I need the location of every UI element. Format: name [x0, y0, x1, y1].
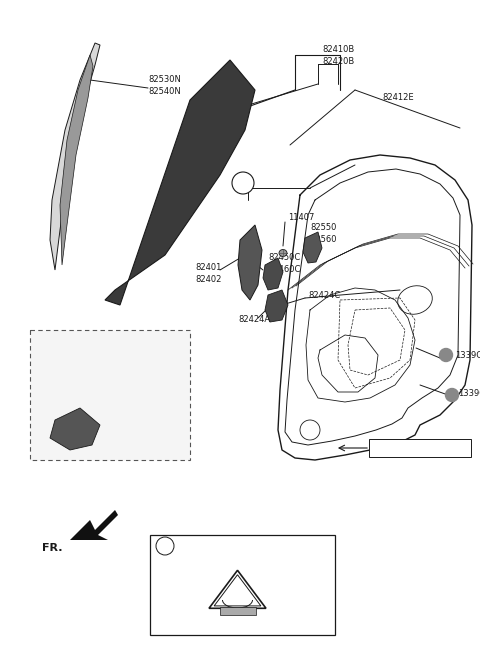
Polygon shape: [105, 60, 255, 305]
Polygon shape: [50, 408, 100, 450]
Circle shape: [445, 388, 458, 401]
Text: 11407: 11407: [288, 214, 314, 223]
Text: 1339CC: 1339CC: [455, 350, 480, 359]
Circle shape: [232, 172, 254, 194]
Text: REF.60-760: REF.60-760: [373, 445, 425, 453]
Text: 82560: 82560: [310, 235, 336, 244]
Text: 82424A: 82424A: [238, 315, 270, 325]
Circle shape: [156, 537, 174, 555]
FancyBboxPatch shape: [150, 535, 335, 635]
Text: 82450L: 82450L: [58, 350, 89, 359]
Polygon shape: [209, 570, 266, 608]
Ellipse shape: [279, 250, 287, 256]
Text: FR.: FR.: [42, 543, 62, 553]
Text: 82460R: 82460R: [58, 361, 90, 371]
FancyBboxPatch shape: [30, 330, 190, 460]
Text: 96111A: 96111A: [180, 543, 215, 551]
Text: 1339CC: 1339CC: [458, 388, 480, 397]
Polygon shape: [303, 232, 322, 263]
Text: 82424C: 82424C: [308, 292, 340, 300]
Text: 82540N: 82540N: [148, 87, 181, 95]
Polygon shape: [60, 55, 93, 265]
Circle shape: [440, 348, 453, 361]
Polygon shape: [214, 575, 261, 606]
Text: 82450C: 82450C: [268, 254, 300, 263]
Polygon shape: [70, 510, 118, 540]
Polygon shape: [238, 225, 262, 300]
Text: 82412E: 82412E: [382, 93, 414, 102]
Polygon shape: [50, 43, 100, 270]
Text: (SAFETY): (SAFETY): [45, 336, 83, 344]
Text: 82420B: 82420B: [322, 57, 354, 66]
Text: 82401: 82401: [195, 263, 221, 273]
Text: 82530N: 82530N: [148, 76, 181, 85]
Polygon shape: [263, 258, 283, 290]
Text: 82410B: 82410B: [322, 45, 354, 55]
Text: 82402: 82402: [195, 275, 221, 284]
Text: 82460C: 82460C: [268, 265, 300, 273]
FancyBboxPatch shape: [219, 607, 255, 615]
Text: 82550: 82550: [310, 223, 336, 233]
Text: a: a: [163, 543, 168, 551]
Polygon shape: [265, 290, 288, 322]
Text: a: a: [240, 179, 245, 189]
FancyBboxPatch shape: [369, 439, 471, 457]
